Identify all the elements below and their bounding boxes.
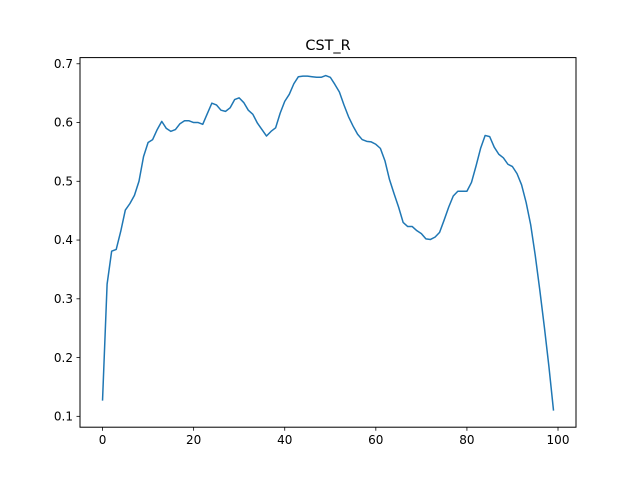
y-tick-label: 0.1 (54, 410, 73, 424)
x-tick-label: 60 (368, 433, 383, 447)
series-line (101, 74, 555, 411)
y-tick-label: 0.4 (54, 233, 73, 247)
x-tick-label: 40 (277, 433, 292, 447)
y-tick-label: 0.7 (54, 57, 73, 71)
x-tick-label: 20 (186, 433, 201, 447)
x-tick-label: 100 (547, 433, 570, 447)
y-tick-label: 0.2 (54, 351, 73, 365)
x-tick-label: 80 (459, 433, 474, 447)
chart-title: CST_R (305, 38, 350, 54)
y-tick-label: 0.6 (54, 116, 73, 130)
series-layer (101, 74, 555, 411)
axis-ticks: 0 20 40 60 80 100 0.1 0.2 0.3 0.4 0.5 0.6 0.7 (54, 57, 570, 447)
y-tick-label: 0.5 (54, 174, 73, 188)
y-tick-label: 0.3 (54, 292, 73, 306)
plot-frame (79, 57, 577, 428)
x-tick-label: 0 (99, 433, 107, 447)
